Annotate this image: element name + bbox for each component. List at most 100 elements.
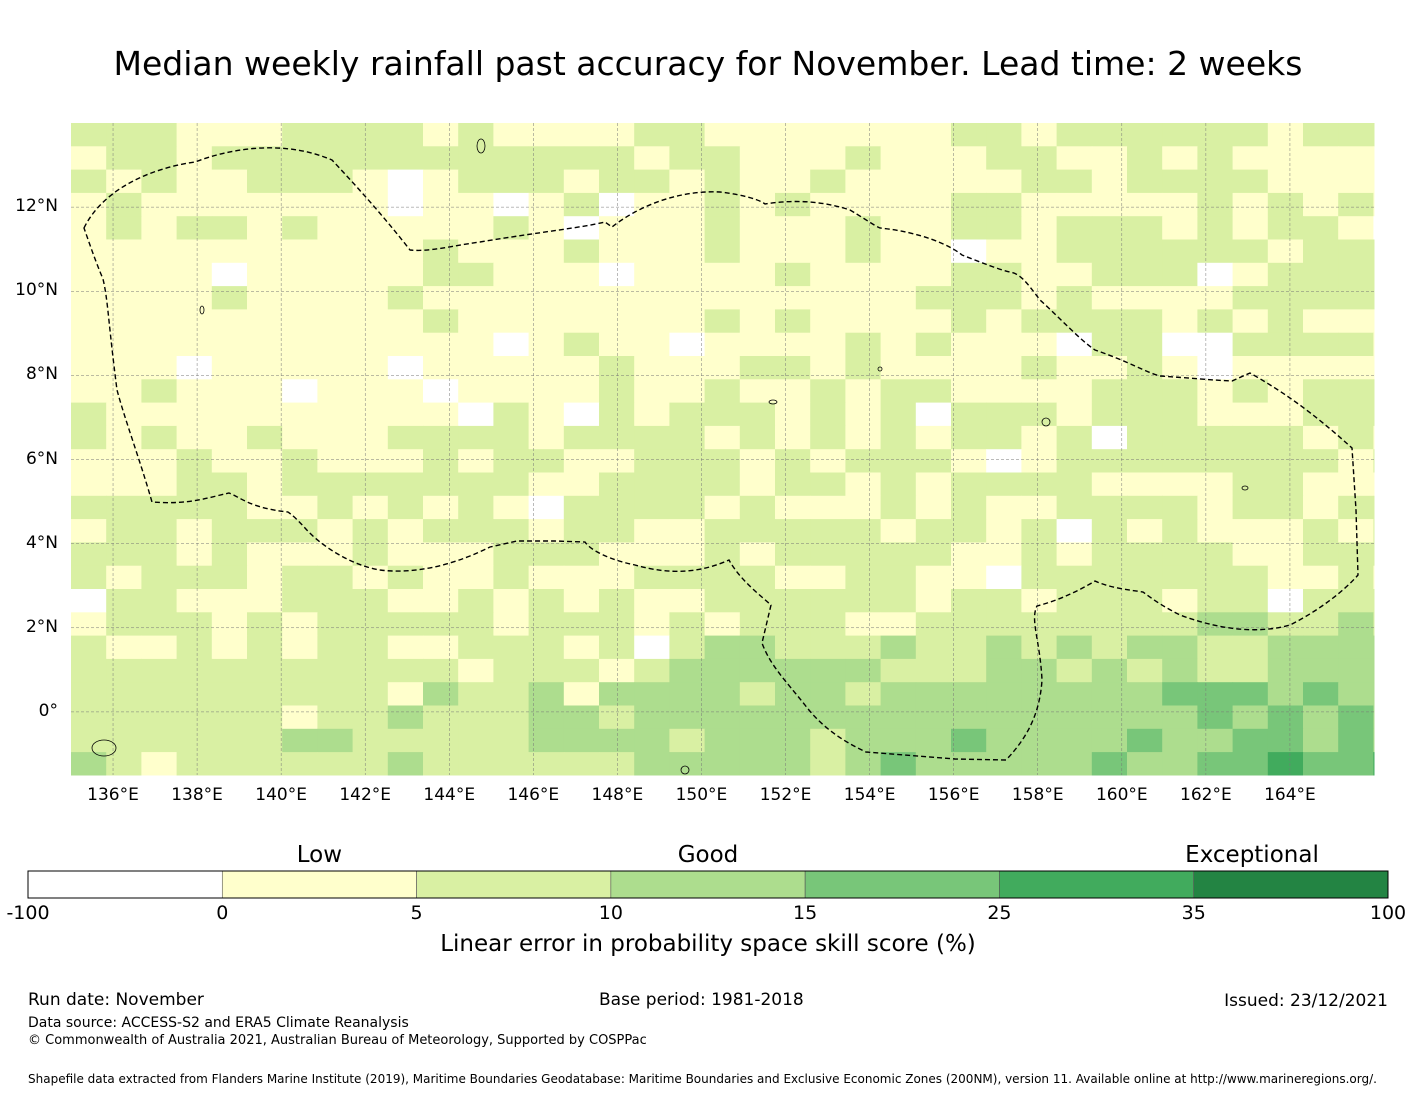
- grid-cell: [423, 402, 459, 427]
- grid-cell: [810, 425, 846, 450]
- grid-cell: [176, 192, 213, 217]
- grid-cell: [423, 658, 459, 683]
- grid-cell: [1303, 402, 1339, 427]
- grid-cell: [387, 192, 424, 217]
- grid-cell: [71, 262, 107, 287]
- grid-cell: [1021, 332, 1058, 357]
- grid-cell: [563, 332, 600, 357]
- grid-cell: [1232, 519, 1269, 543]
- grid-cell: [387, 612, 424, 637]
- grid-cell: [775, 402, 811, 427]
- grid-cell: [141, 262, 178, 287]
- grid-cell: [1091, 262, 1128, 287]
- grid-cell: [1021, 728, 1058, 753]
- chart-title: Median weekly rainfall past accuracy for…: [113, 44, 1303, 83]
- grid-cell: [1303, 192, 1339, 217]
- grid-cell: [880, 239, 917, 264]
- grid-cell: [458, 589, 494, 613]
- grid-cell: [387, 239, 424, 264]
- grid-cell: [810, 635, 846, 660]
- lon-label: 142°E: [339, 785, 392, 805]
- grid-cell: [106, 449, 142, 473]
- grid-cell: [951, 472, 987, 497]
- grid-cell: [71, 356, 107, 380]
- grid-cell: [106, 169, 142, 194]
- grid-cell: [176, 682, 213, 706]
- grid-cell: [423, 612, 459, 637]
- grid-cell: [880, 519, 917, 543]
- grid-cell: [211, 565, 248, 590]
- lon-label: 152°E: [759, 785, 812, 805]
- island-outline: [476, 138, 486, 154]
- grid-cell: [352, 239, 389, 264]
- grid-cell: [282, 752, 318, 776]
- grid-cell: [1056, 309, 1093, 334]
- grid-cell: [563, 425, 600, 450]
- grid-cell: [317, 425, 354, 450]
- grid-cell: [880, 449, 917, 473]
- grid-cell: [775, 356, 811, 380]
- grid-cell: [563, 519, 600, 543]
- grid-cell: [1303, 495, 1339, 520]
- grid-cell: [1162, 332, 1198, 357]
- grid-cell: [1267, 216, 1304, 240]
- grid-cell: [247, 379, 283, 404]
- lat-label: 12°N: [15, 196, 58, 217]
- grid-cell: [986, 192, 1022, 217]
- lon-label: 148°E: [591, 785, 644, 805]
- grid-cell: [810, 565, 846, 590]
- grid-cell: [810, 332, 846, 357]
- grid-cell: [704, 169, 741, 194]
- grid-cell: [1197, 286, 1234, 310]
- grid-cell: [986, 449, 1022, 473]
- grid-cell: [669, 356, 706, 380]
- grid-cell: [704, 309, 741, 334]
- grid-cell: [563, 286, 600, 310]
- grid-cell: [915, 239, 952, 264]
- grid-cell: [1162, 192, 1198, 217]
- grid-cell: [493, 495, 530, 520]
- grid-cell: [1267, 542, 1304, 567]
- lon-label: 150°E: [675, 785, 728, 805]
- grid-cell: [810, 495, 846, 520]
- grid-cell: [775, 309, 811, 334]
- grid-cell: [317, 192, 354, 217]
- grid-cell: [458, 658, 494, 683]
- grid-cell: [317, 635, 354, 660]
- grid-cell: [352, 286, 389, 310]
- lon-label: 136°E: [87, 785, 139, 805]
- grid-cell: [704, 565, 741, 590]
- grid-cell: [282, 239, 318, 264]
- grid-cell: [1091, 519, 1128, 543]
- grid-cell: [739, 379, 776, 404]
- colorbar-segment: [1193, 870, 1389, 899]
- grid-cell: [775, 262, 811, 287]
- grid-cell: [1232, 332, 1269, 357]
- grid-cell: [1267, 472, 1304, 497]
- grid-cell: [176, 752, 213, 776]
- grid-cell: [1373, 635, 1375, 660]
- grid-cell: [458, 728, 494, 753]
- grid-cell: [1338, 169, 1374, 194]
- grid-cell: [951, 589, 987, 613]
- grid-cell: [669, 286, 706, 310]
- grid-cell: [458, 752, 494, 776]
- grid-cell: [71, 728, 107, 753]
- grid-cell: [141, 449, 178, 473]
- lat-label: 8°N: [25, 364, 58, 385]
- grid-cell: [282, 728, 318, 753]
- grid-cell: [211, 123, 248, 147]
- grid-cell: [704, 262, 741, 287]
- grid-cell: [282, 262, 318, 287]
- grid-cell: [880, 752, 917, 776]
- grid-cell: [1056, 612, 1093, 637]
- grid-cell: [141, 379, 178, 404]
- grid-cell: [352, 262, 389, 287]
- grid-cell: [915, 728, 952, 753]
- grid-cell: [986, 612, 1022, 637]
- grid-cell: [739, 495, 776, 520]
- grid-cell: [739, 425, 776, 450]
- grid-cell: [1197, 495, 1234, 520]
- grid-cell: [634, 635, 670, 660]
- grid-cell: [599, 472, 635, 497]
